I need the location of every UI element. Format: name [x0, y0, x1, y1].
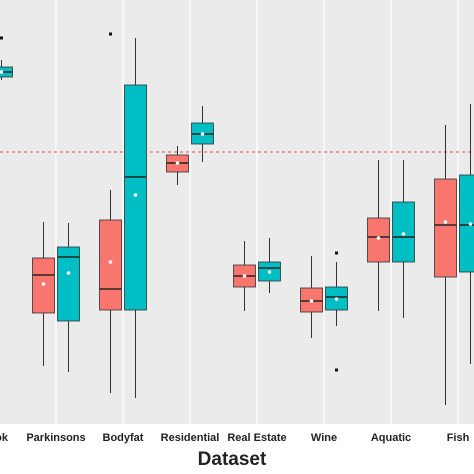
mean-point: [200, 132, 205, 136]
mean-point: [468, 222, 473, 226]
mean-point: [242, 274, 247, 278]
mean-point: [175, 161, 180, 165]
x-tick-label: Parkinsons: [26, 432, 85, 444]
box: [434, 178, 457, 278]
x-tick-label: Bodyfat: [103, 432, 144, 444]
outlier: [109, 32, 112, 36]
box: [57, 246, 80, 322]
x-tick-label: Real Estate: [227, 432, 286, 444]
x-tick-label: Fish: [447, 432, 470, 444]
box: [367, 217, 390, 263]
mean-point: [443, 220, 448, 224]
mean-point: [401, 232, 406, 236]
x-tick-label: Residential: [161, 432, 220, 444]
box: [124, 84, 147, 311]
box: [459, 174, 474, 273]
x-tick-label: ok: [0, 432, 9, 444]
mean-point: [66, 271, 71, 275]
mean-point: [267, 270, 272, 274]
x-axis-title: Dataset: [198, 449, 267, 470]
mean-point: [309, 299, 314, 303]
outlier: [335, 368, 338, 372]
mean-point: [133, 193, 138, 197]
box: [99, 219, 122, 311]
mean-point: [334, 297, 339, 301]
mean-point: [0, 70, 4, 74]
outlier: [335, 251, 338, 255]
x-tick-label: Aquatic: [371, 432, 411, 444]
mean-point: [108, 260, 113, 264]
outlier: [0, 36, 3, 40]
x-tick-label: Wine: [311, 432, 337, 444]
box: [392, 201, 415, 263]
mean-point: [376, 236, 381, 240]
mean-point: [41, 282, 46, 286]
